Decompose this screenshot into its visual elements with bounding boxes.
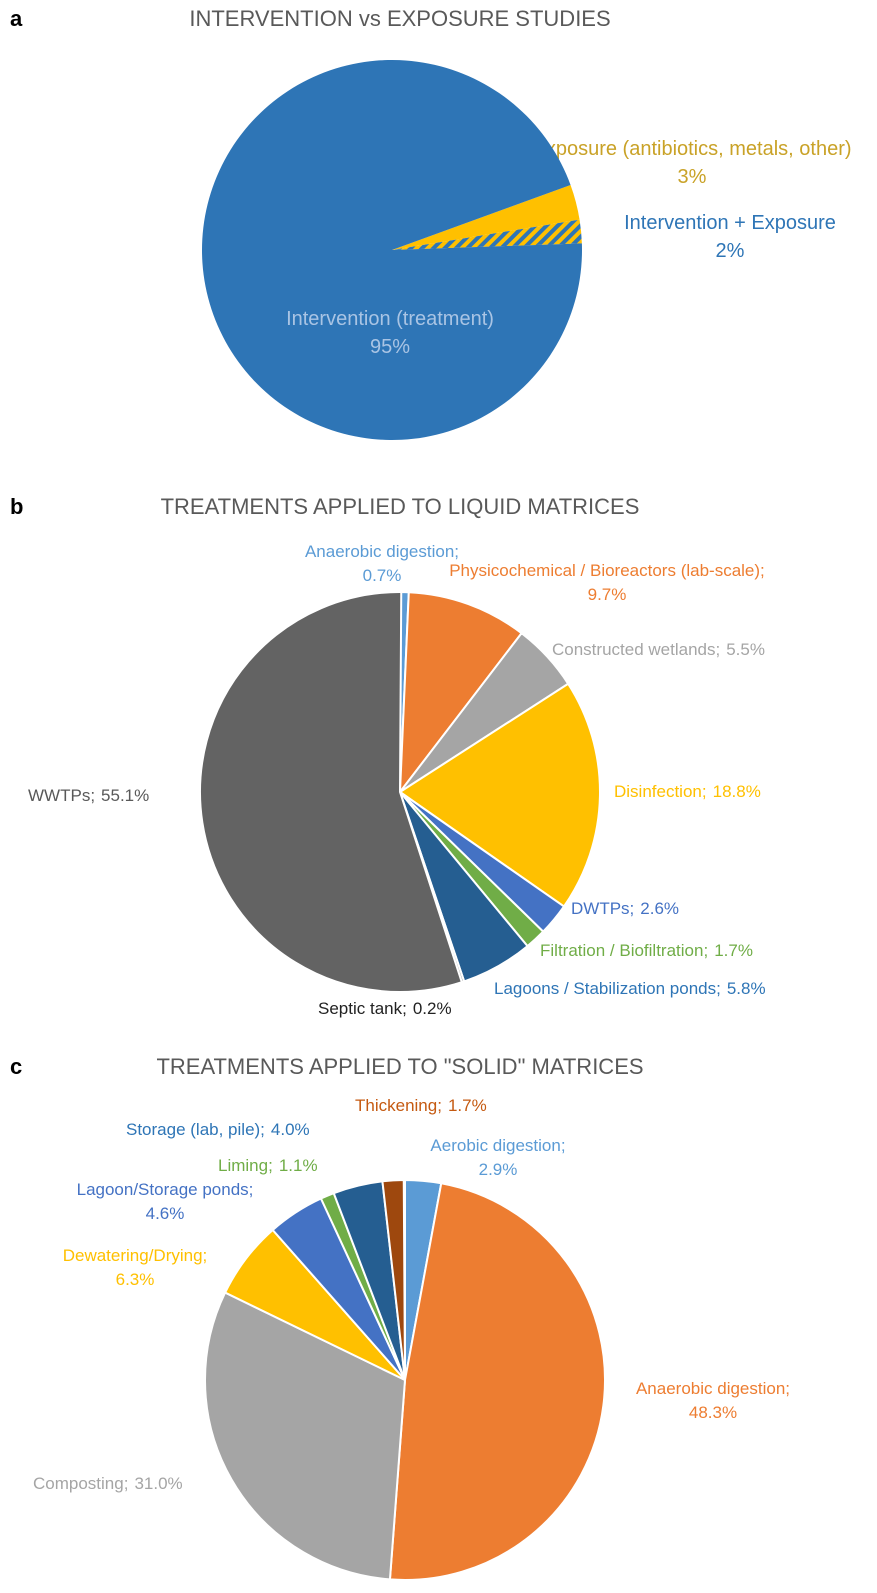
slice-name: WWTPs; xyxy=(28,786,95,805)
chart-title: TREATMENTS APPLIED TO "SOLID" MATRICES xyxy=(156,1054,643,1079)
slice-label: Septic tank; 0.2% xyxy=(318,999,452,1018)
slice-value: 0.7% xyxy=(363,566,402,585)
panel-label: a xyxy=(10,6,23,31)
slice-label: Filtration / Biofiltration; 1.7% xyxy=(540,941,753,960)
slice-value: 4.6% xyxy=(146,1204,185,1223)
pie-slice xyxy=(381,1178,406,1381)
slice-label: Storage (lab, pile); 4.0% xyxy=(126,1120,310,1139)
slice-value: 18.8% xyxy=(713,782,761,801)
slice-value: 0.2% xyxy=(413,999,452,1018)
pie-slice xyxy=(204,1291,407,1581)
pie-slice xyxy=(202,59,582,440)
slice-value: 95% xyxy=(370,336,410,358)
panel-label: c xyxy=(10,1054,22,1079)
chart-panel: a INTERVENTION vs EXPOSURE STUDIES Exposur… xyxy=(10,6,852,440)
slice-label: Anaerobic digestion; 48.3% xyxy=(636,1379,790,1422)
slice-value: 2.6% xyxy=(640,899,679,918)
pie-slice xyxy=(398,682,601,908)
slice-name: Composting; xyxy=(33,1474,128,1493)
chart-title: TREATMENTS APPLIED TO LIQUID MATRICES xyxy=(161,494,640,519)
slice-name: Exposure (antibiotics, metals, other) xyxy=(532,138,851,160)
slice-label: Intervention (treatment) 95% xyxy=(286,308,494,358)
slice-name: DWTPs; xyxy=(571,899,634,918)
slice-label: Liming; 1.1% xyxy=(218,1156,318,1175)
slice-value: 48.3% xyxy=(689,1403,737,1422)
slice-label: WWTPs; 55.1% xyxy=(28,786,149,805)
chart-panel: c TREATMENTS APPLIED TO "SOLID" MATRICES A… xyxy=(10,1054,790,1581)
slice-name: Aerobic digestion; xyxy=(430,1136,565,1155)
slice-name: Lagoons / Stabilization ponds; xyxy=(494,979,721,998)
slice-label: Lagoons / Stabilization ponds; 5.8% xyxy=(494,979,766,998)
slice-name: Constructed wetlands; xyxy=(552,640,720,659)
slice-label: Aerobic digestion; 2.9% xyxy=(430,1136,565,1179)
slice-value: 1.7% xyxy=(448,1096,487,1115)
slice-label: Lagoon/Storage ponds; 4.6% xyxy=(77,1180,254,1223)
slice-label: Physicochemical / Bioreactors (lab-scale… xyxy=(449,561,765,604)
slice-label: Anaerobic digestion; 0.7% xyxy=(305,542,459,585)
slice-value: 5.5% xyxy=(726,640,765,659)
slice-label: Thickening; 1.7% xyxy=(355,1096,487,1115)
slice-label: Constructed wetlands; 5.5% xyxy=(552,640,765,659)
slice-value: 1.1% xyxy=(279,1156,318,1175)
pie-slice xyxy=(392,185,580,250)
slice-name: Filtration / Biofiltration; xyxy=(540,941,708,960)
slice-name: Dewatering/Drying; xyxy=(63,1246,208,1265)
pie-slice xyxy=(392,219,582,250)
slice-value: 2% xyxy=(716,240,745,262)
slice-label: Intervention + Exposure 2% xyxy=(624,212,836,262)
pie-slice xyxy=(398,591,523,796)
slice-name: Septic tank; xyxy=(318,999,407,1018)
chart-panel: b TREATMENTS APPLIED TO LIQUID MATRICES An… xyxy=(10,494,766,1019)
slice-value: 3% xyxy=(678,166,707,188)
slice-name: Anaerobic digestion; xyxy=(636,1379,790,1398)
slice-label: Exposure (antibiotics, metals, other) 3% xyxy=(532,138,851,188)
pie-slice xyxy=(199,591,464,993)
slice-name: Intervention (treatment) xyxy=(286,308,494,330)
slice-name: Disinfection; xyxy=(614,782,707,801)
slice-name: Anaerobic digestion; xyxy=(305,542,459,561)
slice-name: Storage (lab, pile); xyxy=(126,1120,265,1139)
slice-name: Lagoon/Storage ponds; xyxy=(77,1180,254,1199)
panel-label: b xyxy=(10,494,23,519)
slice-label: Dewatering/Drying; 6.3% xyxy=(63,1246,208,1289)
slice-label: Composting; 31.0% xyxy=(33,1474,183,1493)
slice-name: Intervention + Exposure xyxy=(624,212,836,234)
chart-title: INTERVENTION vs EXPOSURE STUDIES xyxy=(189,6,610,31)
slice-name: Liming; xyxy=(218,1156,273,1175)
slice-value: 5.8% xyxy=(727,979,766,998)
slice-value: 31.0% xyxy=(134,1474,182,1493)
slice-label: DWTPs; 2.6% xyxy=(571,899,679,918)
slice-value: 9.7% xyxy=(588,585,627,604)
slice-value: 6.3% xyxy=(116,1270,155,1289)
slice-value: 55.1% xyxy=(101,786,149,805)
slice-label: Disinfection; 18.8% xyxy=(614,782,761,801)
slice-value: 1.7% xyxy=(714,941,753,960)
pie-slice xyxy=(388,1182,606,1581)
slice-value: 2.9% xyxy=(479,1160,518,1179)
slice-name: Physicochemical / Bioreactors (lab-scale… xyxy=(449,561,765,580)
slice-name: Thickening; xyxy=(355,1096,442,1115)
slice-value: 4.0% xyxy=(271,1120,310,1139)
